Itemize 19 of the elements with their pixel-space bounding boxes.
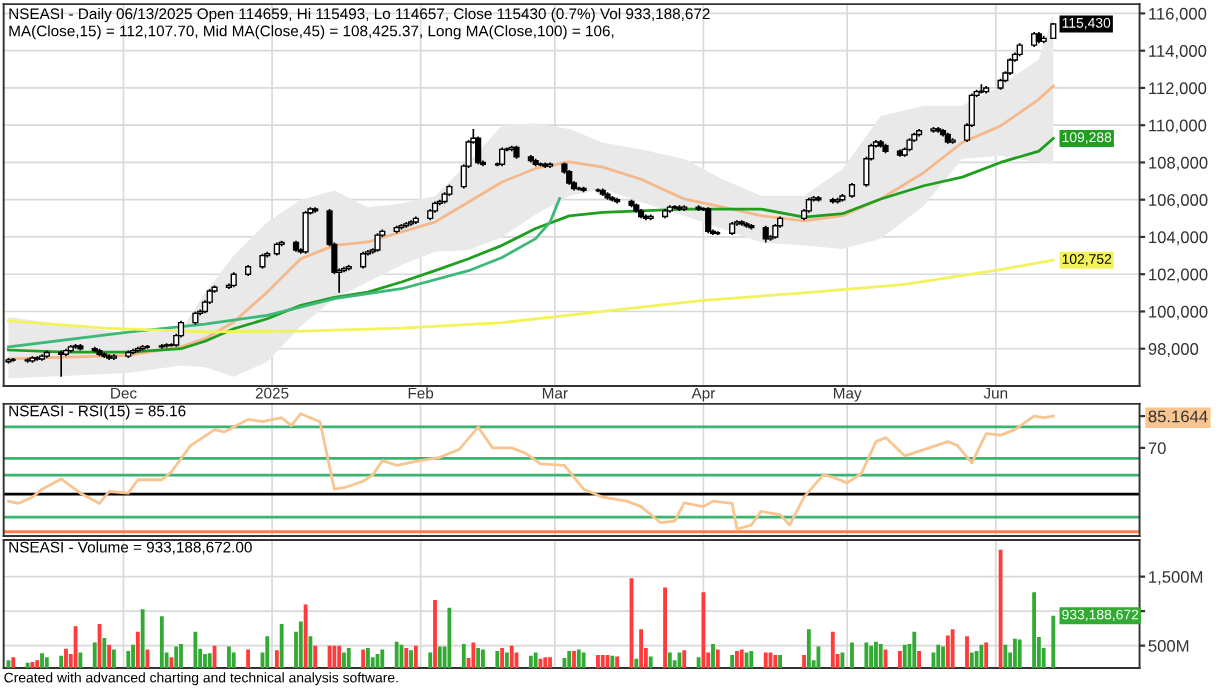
y-tick-label: 104,000 bbox=[1149, 231, 1208, 246]
y-tick-label: 85.1644 bbox=[1148, 410, 1208, 423]
candlestick bbox=[374, 232, 381, 253]
y-tick-label: 112,000 bbox=[1149, 82, 1207, 97]
line-series bbox=[7, 137, 1055, 354]
y-tick-label: 98,000 bbox=[1148, 343, 1199, 357]
y-tick-label: 114,000 bbox=[1149, 45, 1207, 59]
y-tick-label: 70 bbox=[1148, 442, 1166, 455]
y-tick-label: 100,000 bbox=[1149, 305, 1208, 320]
y-tick-label: 116,000 bbox=[1149, 7, 1207, 22]
line-series bbox=[7, 258, 1055, 334]
y-tick-label: 500M bbox=[1148, 640, 1189, 652]
y-tick-label: 1,500M bbox=[1149, 571, 1203, 585]
y-tick-label: 108,000 bbox=[1149, 156, 1208, 171]
line-series bbox=[7, 84, 1055, 361]
y-tick-label: 110,000 bbox=[1149, 119, 1207, 134]
y-tick-label: 106,000 bbox=[1149, 194, 1208, 208]
line-series bbox=[7, 197, 562, 349]
y-tick-label: 102,000 bbox=[1149, 268, 1208, 283]
